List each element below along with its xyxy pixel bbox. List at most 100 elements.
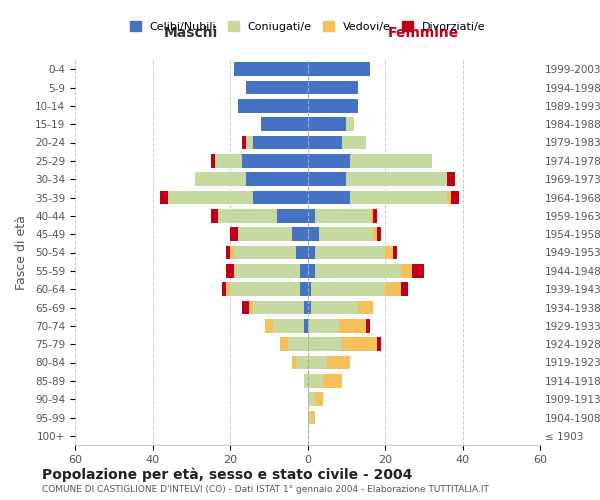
- Bar: [300, 264, 308, 278]
- Bar: [315, 264, 401, 278]
- Bar: [230, 246, 234, 260]
- Bar: [288, 338, 308, 351]
- Bar: [315, 392, 323, 406]
- Bar: [160, 190, 168, 204]
- Bar: [253, 136, 308, 149]
- Bar: [230, 228, 238, 241]
- Bar: [323, 374, 343, 388]
- Bar: [215, 154, 242, 168]
- Bar: [292, 356, 296, 370]
- Bar: [311, 300, 358, 314]
- Bar: [308, 338, 343, 351]
- Bar: [245, 136, 253, 149]
- Text: COMUNE DI CASTIGLIONE D'INTELVI (CO) - Dati ISTAT 1° gennaio 2004 - Elaborazione: COMUNE DI CASTIGLIONE D'INTELVI (CO) - D…: [42, 485, 489, 494]
- Bar: [343, 338, 377, 351]
- Bar: [350, 154, 431, 168]
- Bar: [315, 209, 370, 222]
- Bar: [401, 282, 408, 296]
- Bar: [358, 300, 373, 314]
- Bar: [308, 118, 346, 131]
- Bar: [304, 319, 308, 332]
- Bar: [292, 228, 308, 241]
- Bar: [308, 264, 315, 278]
- Bar: [304, 374, 308, 388]
- Bar: [370, 209, 373, 222]
- Bar: [211, 209, 218, 222]
- Bar: [343, 136, 365, 149]
- Bar: [308, 80, 358, 94]
- Bar: [234, 264, 300, 278]
- Bar: [308, 282, 311, 296]
- Bar: [308, 99, 358, 112]
- Bar: [365, 319, 370, 332]
- Bar: [308, 356, 327, 370]
- Bar: [385, 246, 393, 260]
- Y-axis label: Fasce di età: Fasce di età: [15, 215, 28, 290]
- Bar: [308, 190, 350, 204]
- Bar: [238, 228, 292, 241]
- Bar: [218, 209, 277, 222]
- Bar: [250, 300, 253, 314]
- Bar: [308, 228, 319, 241]
- Bar: [346, 118, 354, 131]
- Bar: [230, 282, 300, 296]
- Text: Maschi: Maschi: [164, 26, 218, 40]
- Bar: [393, 246, 397, 260]
- Bar: [319, 228, 373, 241]
- Bar: [296, 356, 308, 370]
- Bar: [253, 300, 304, 314]
- Bar: [308, 172, 346, 186]
- Bar: [412, 264, 424, 278]
- Bar: [308, 319, 338, 332]
- Bar: [308, 374, 323, 388]
- Bar: [311, 282, 385, 296]
- Bar: [245, 80, 308, 94]
- Bar: [242, 154, 308, 168]
- Bar: [327, 356, 350, 370]
- Bar: [377, 228, 381, 241]
- Bar: [277, 209, 308, 222]
- Bar: [253, 190, 308, 204]
- Bar: [226, 246, 230, 260]
- Bar: [308, 209, 315, 222]
- Bar: [311, 410, 315, 424]
- Bar: [168, 190, 253, 204]
- Text: Popolazione per età, sesso e stato civile - 2004: Popolazione per età, sesso e stato civil…: [42, 468, 412, 482]
- Bar: [308, 154, 350, 168]
- Bar: [304, 300, 308, 314]
- Bar: [308, 136, 343, 149]
- Bar: [373, 228, 377, 241]
- Bar: [308, 392, 315, 406]
- Bar: [373, 209, 377, 222]
- Bar: [308, 62, 370, 76]
- Bar: [447, 172, 455, 186]
- Bar: [308, 246, 315, 260]
- Bar: [226, 282, 230, 296]
- Bar: [308, 410, 311, 424]
- Bar: [272, 319, 304, 332]
- Legend: Celibi/Nubili, Coniugati/e, Vedovi/e, Divorziati/e: Celibi/Nubili, Coniugati/e, Vedovi/e, Di…: [124, 16, 491, 38]
- Bar: [195, 172, 245, 186]
- Bar: [346, 172, 447, 186]
- Bar: [350, 190, 447, 204]
- Bar: [211, 154, 215, 168]
- Bar: [226, 264, 234, 278]
- Bar: [377, 338, 381, 351]
- Text: Femmine: Femmine: [388, 26, 460, 40]
- Bar: [338, 319, 365, 332]
- Bar: [234, 62, 308, 76]
- Bar: [245, 172, 308, 186]
- Bar: [315, 246, 385, 260]
- Bar: [296, 246, 308, 260]
- Bar: [451, 190, 458, 204]
- Bar: [222, 282, 226, 296]
- Bar: [308, 300, 311, 314]
- Bar: [447, 190, 451, 204]
- Bar: [280, 338, 288, 351]
- Bar: [300, 282, 308, 296]
- Bar: [242, 300, 250, 314]
- Bar: [234, 246, 296, 260]
- Bar: [265, 319, 272, 332]
- Bar: [261, 118, 308, 131]
- Bar: [238, 99, 308, 112]
